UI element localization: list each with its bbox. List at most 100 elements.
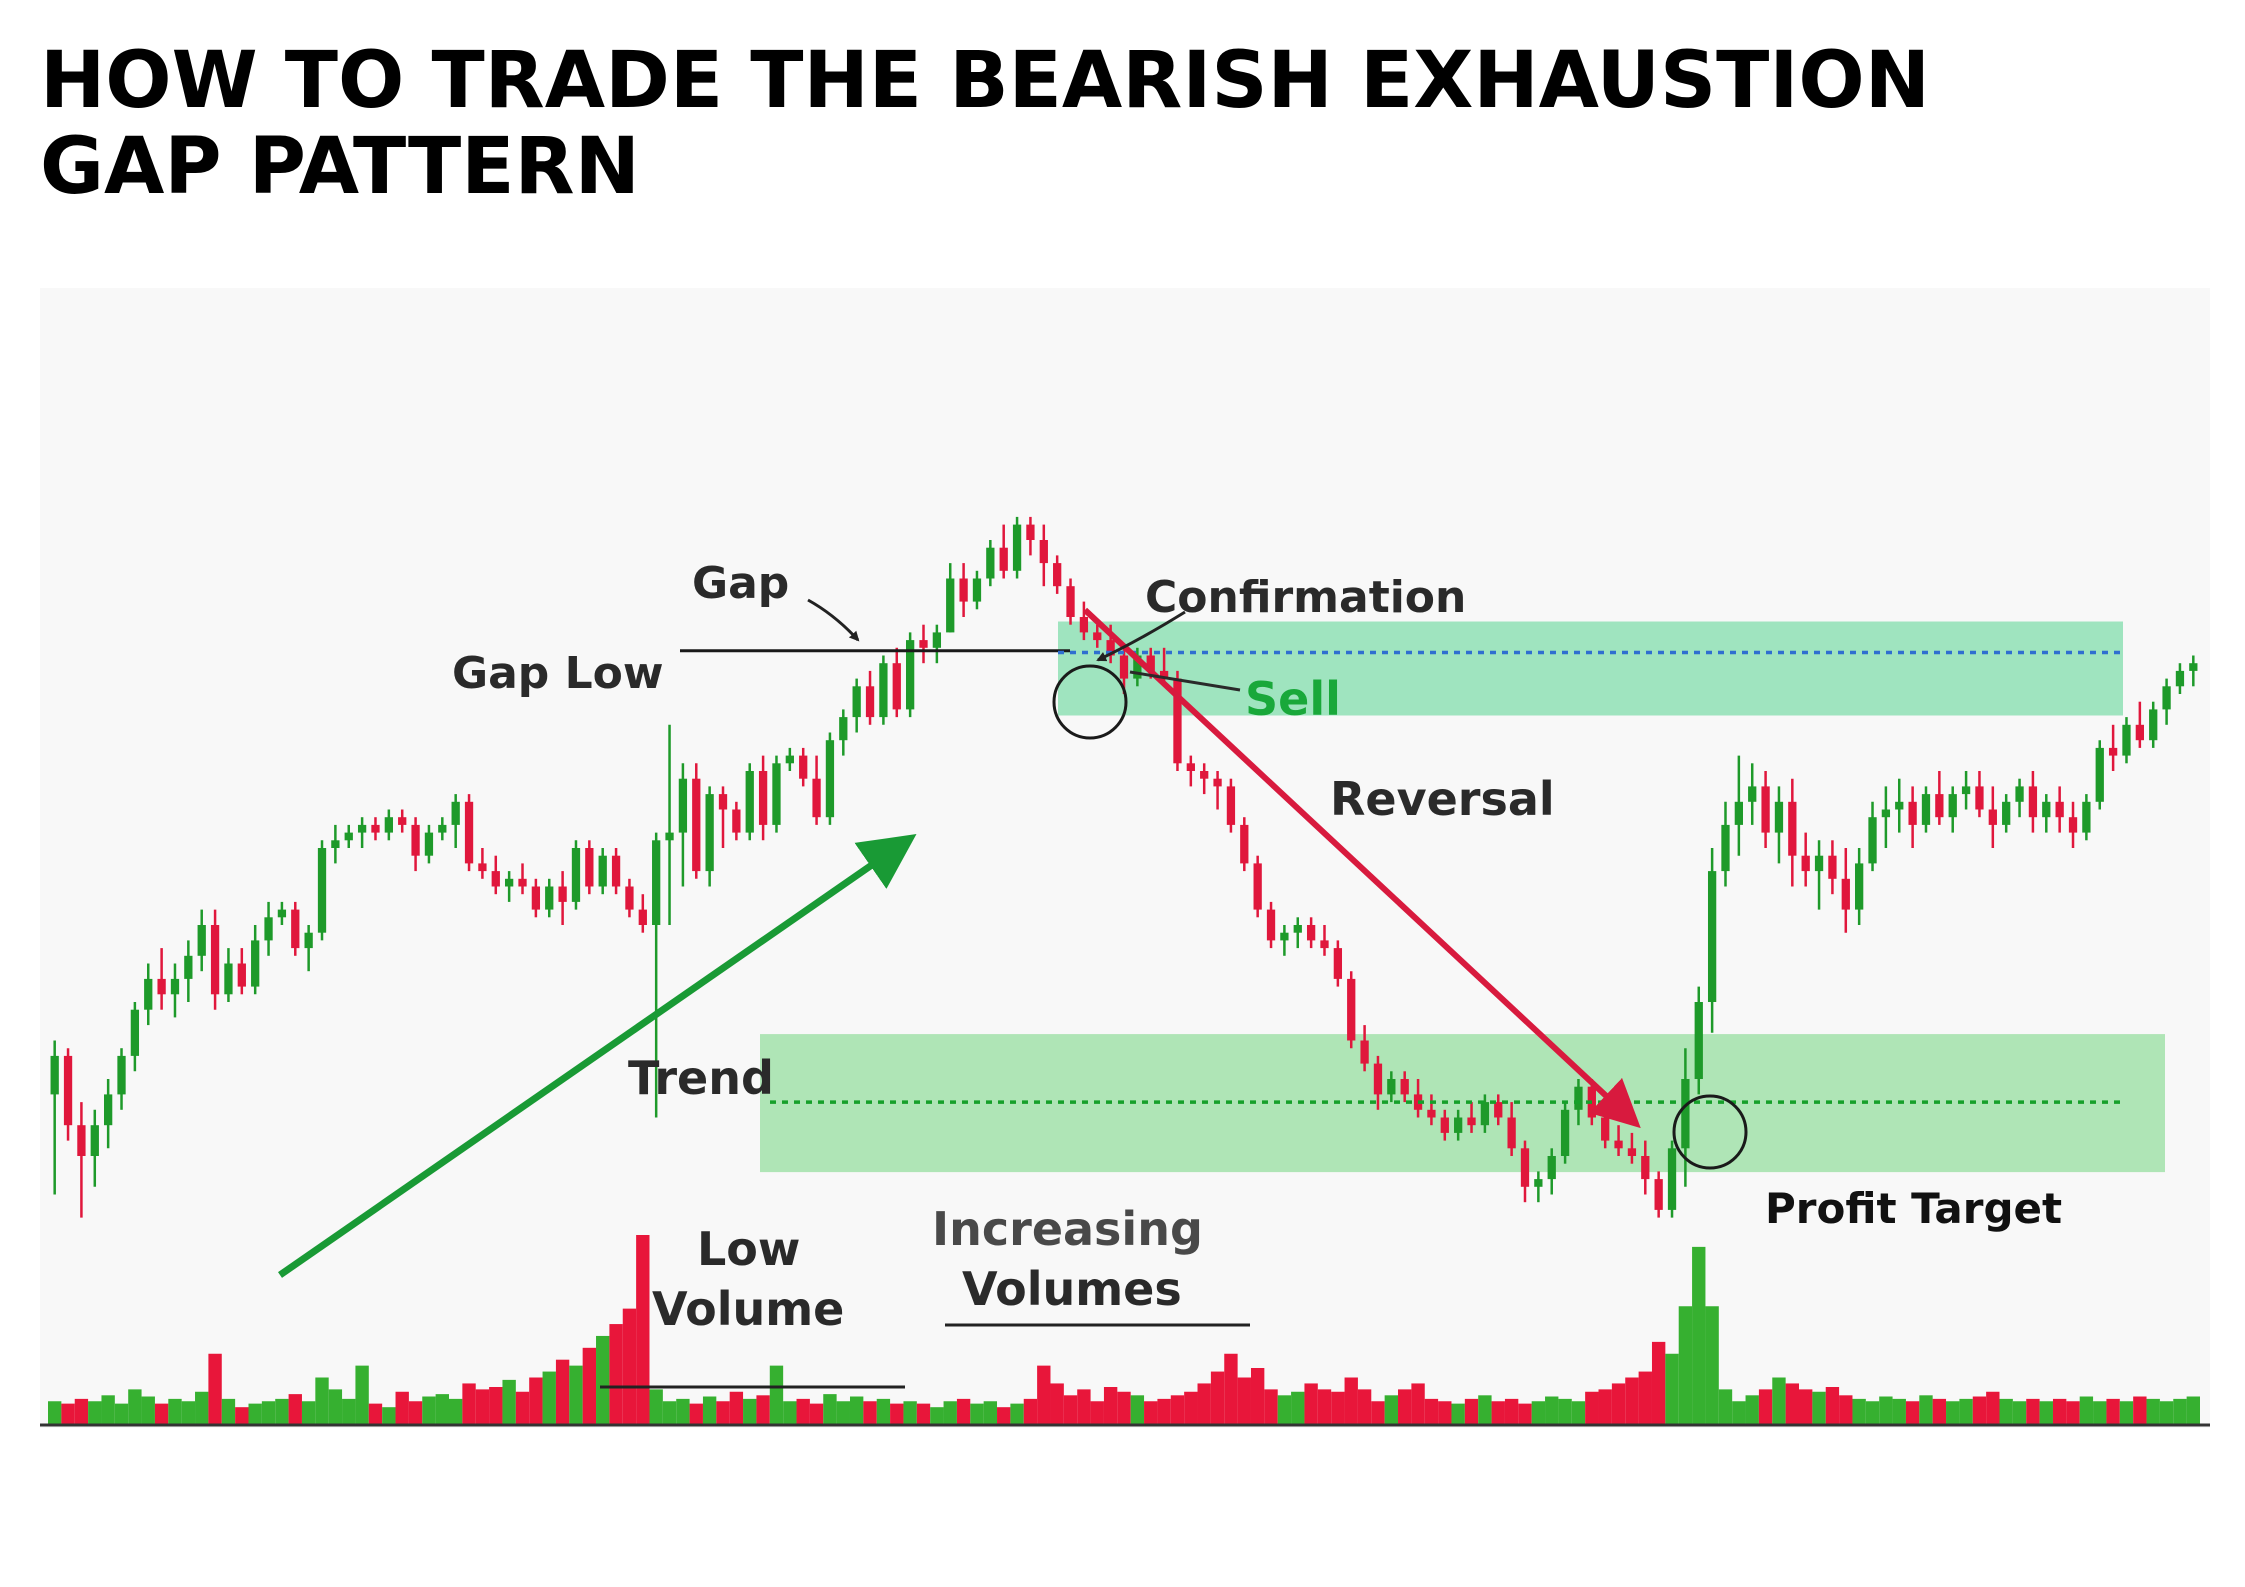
candle-body (999, 547, 1008, 571)
candle-body (1467, 1117, 1476, 1126)
volume-bar (1478, 1395, 1492, 1425)
candle-body (1654, 1179, 1663, 1210)
volume-bar (1130, 1395, 1145, 1425)
volume-bar (1424, 1398, 1439, 1425)
candle-body (344, 832, 353, 841)
candle-body (625, 886, 634, 910)
volume-bar (1852, 1398, 1866, 1425)
candle-body (1200, 771, 1209, 779)
volume-bar (1090, 1401, 1104, 1425)
volume-bar (2159, 1401, 2174, 1425)
volume-bar (756, 1395, 770, 1425)
candle-body (464, 801, 474, 864)
volume-bar (1665, 1353, 1679, 1425)
candle-body (304, 932, 313, 949)
candle-body (451, 801, 460, 825)
volume-bar (154, 1403, 169, 1425)
candle-body (1400, 1079, 1409, 1095)
candle-body (879, 663, 888, 718)
volume-bar (1892, 1398, 1906, 1425)
profit-target-circle (1672, 1094, 1748, 1170)
volume-bar (596, 1335, 610, 1425)
candle-body (210, 925, 220, 995)
volume-bar (1638, 1371, 1652, 1425)
volume-bar (1438, 1401, 1452, 1425)
candle-body (1707, 871, 1717, 1002)
volume-bar (1291, 1391, 1305, 1425)
candle-body (745, 771, 754, 833)
volume-bar (569, 1365, 583, 1425)
candle-body (1988, 809, 1997, 825)
volume-bar (1518, 1403, 1532, 1425)
volume-bar (1371, 1401, 1385, 1425)
volume-bar (649, 1389, 663, 1425)
candle-body (2002, 801, 2011, 825)
volume-bar (1010, 1403, 1024, 1425)
candle-body (558, 886, 567, 902)
candle-body (1266, 909, 1276, 941)
volume-bar (582, 1347, 597, 1425)
label-gap: Gap (692, 558, 789, 609)
volume-bar (288, 1394, 302, 1425)
volume-bar (622, 1308, 637, 1425)
volume-bar (342, 1398, 356, 1425)
candle-body (1574, 1086, 1583, 1110)
label-confirmation: Confirmation (1145, 572, 1466, 623)
candle-body (772, 763, 781, 825)
volume-bar (181, 1401, 196, 1425)
volume-bar (1772, 1377, 1786, 1425)
candle-body (1133, 655, 1142, 679)
candle-body (331, 840, 340, 848)
volume-bar (502, 1379, 516, 1425)
volume-bar (221, 1398, 236, 1425)
volume-bar (1625, 1377, 1639, 1425)
candle-body (1895, 801, 1904, 810)
title-line-1: HOW TO TRADE THE BEARISH EXHAUSTION (40, 36, 1930, 126)
candle-body (1186, 763, 1195, 771)
candle-body (986, 547, 995, 579)
volume-bar (1678, 1306, 1693, 1425)
volume-bar (1651, 1341, 1666, 1425)
sell-confirmation-circle (1052, 664, 1128, 740)
candle-body (1306, 925, 1316, 941)
volume-bar (983, 1401, 998, 1425)
candle-body (438, 824, 447, 833)
candle-body (919, 640, 928, 648)
volume-bar (555, 1359, 570, 1425)
volume-bar (462, 1383, 476, 1425)
volume-bar (141, 1396, 155, 1425)
volume-bar (783, 1401, 797, 1425)
volume-bar (997, 1407, 1011, 1425)
candle-body (2055, 801, 2064, 818)
volume-bar (609, 1324, 623, 1425)
candle-body (2135, 724, 2144, 741)
candle-body (799, 755, 808, 779)
volume-bar (1224, 1353, 1238, 1425)
volume-bar (729, 1391, 744, 1425)
candle-body (1614, 1140, 1623, 1149)
volume-bar (1692, 1246, 1706, 1425)
volume-bar (1879, 1396, 1893, 1425)
volume-bar (2146, 1398, 2160, 1425)
volume-bar (1344, 1377, 1358, 1425)
candle-body (652, 840, 661, 925)
trend-arrow (278, 834, 917, 1278)
candle-body (1814, 855, 1824, 872)
candle-body (732, 809, 741, 833)
volume-bar (1959, 1398, 1973, 1425)
volume-bar (1157, 1398, 1171, 1425)
candle-body (1948, 794, 1957, 818)
volume-bar (676, 1398, 690, 1425)
candle-body (1159, 670, 1169, 679)
candle-body (1774, 801, 1784, 833)
label-profit-target: Profit Target (1765, 1184, 2062, 1233)
volume-bar (235, 1407, 249, 1425)
volume-bar (1839, 1395, 1853, 1425)
candle-body (1801, 855, 1810, 872)
volume-bar (930, 1407, 944, 1425)
candle-body (1520, 1148, 1530, 1187)
candle-body (130, 1009, 140, 1056)
volume-bar (1264, 1389, 1278, 1425)
candle-body (1761, 786, 1770, 833)
candle-body (264, 917, 273, 941)
